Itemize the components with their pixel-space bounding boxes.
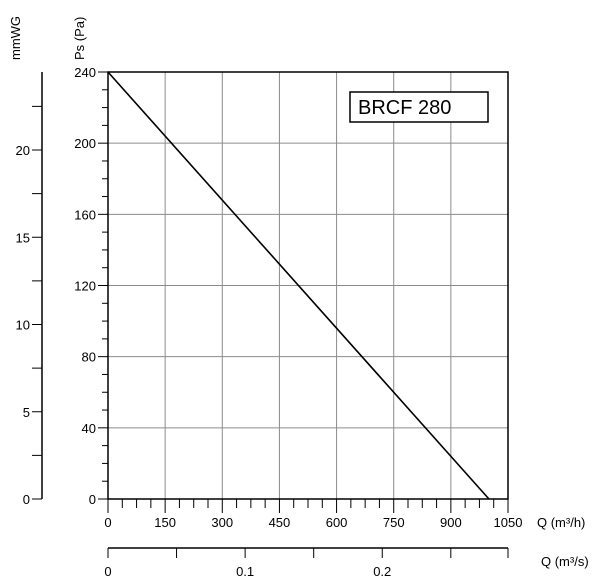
y2-tick-label: 5 [23, 405, 30, 420]
grid [108, 72, 508, 499]
x-tick-label: 900 [440, 515, 462, 530]
fan-curve-line [107, 71, 490, 500]
x-tick-label: 600 [326, 515, 348, 530]
y-tick-label: 120 [74, 279, 96, 294]
x-tick-label: 1050 [494, 515, 523, 530]
x-axis-title: Q (m³/h) [537, 515, 585, 530]
y-tick-label: 40 [82, 421, 96, 436]
y-tick-label: 160 [74, 207, 96, 222]
x2-tick-label: 0.2 [373, 564, 391, 579]
curve-layer [107, 71, 490, 500]
x2-tick-label: 0.1 [236, 564, 254, 579]
y2-axis-title: mmWG [8, 16, 23, 60]
y2-tick-label: 10 [16, 318, 30, 333]
model-label-box: BRCF 280 [349, 91, 489, 123]
y-tick-label: 200 [74, 136, 96, 151]
y2-tick-label: 0 [23, 492, 30, 507]
y-tick-label: 0 [89, 492, 96, 507]
x-tick-label: 300 [211, 515, 233, 530]
model-label: BRCF 280 [358, 97, 451, 119]
y2-tick-label: 15 [16, 230, 30, 245]
x-tick-label: 150 [154, 515, 176, 530]
x-tick-label: 450 [269, 515, 291, 530]
y-axis-title: Ps (Pa) [72, 17, 87, 60]
y2-tick-label: 20 [16, 143, 30, 158]
y-tick-label: 80 [82, 350, 96, 365]
y-tick-label: 240 [74, 65, 96, 80]
x2-axis-title: Q (m³/s) [541, 554, 589, 569]
model-label-frame [349, 91, 489, 123]
x-tick-label: 750 [383, 515, 405, 530]
x-tick-label: 0 [104, 515, 111, 530]
x2-tick-label: 0 [104, 564, 111, 579]
